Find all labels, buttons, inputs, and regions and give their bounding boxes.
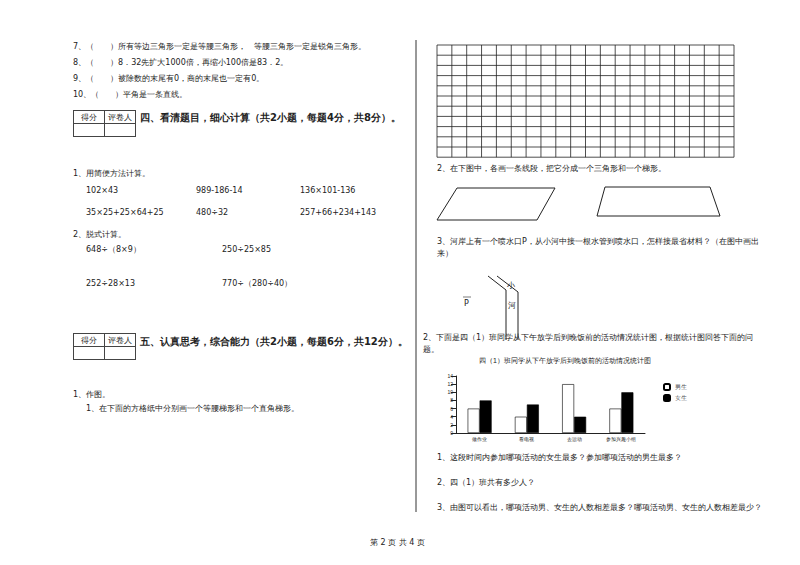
html-text:257+66+234+143: 257+66+234+143 — [300, 208, 377, 217]
svg-text:0: 0 — [450, 430, 453, 436]
html-text:评卷人: 评卷人 — [108, 335, 132, 345]
svg-text:14: 14 — [447, 373, 453, 379]
html-text:35×25+25×64+25: 35×25+25×64+25 — [86, 208, 164, 217]
html-text:648÷（8×9）: 648÷（8×9） — [86, 245, 141, 254]
html-text:480÷32: 480÷32 — [196, 208, 229, 217]
html-text:3、由图可以看出，哪项活动男、女生的人数相差最多？哪项活动男: 3、由图可以看出，哪项活动男、女生的人数相差最多？哪项活动男、女生的人数相差最少… — [437, 503, 763, 512]
html-text:102×43: 102×43 — [86, 186, 119, 195]
html-text:2、下面是四（1）班同学从下午放学后到晚饭前的活动情况统计图: 2、下面是四（1）班同学从下午放学后到晚饭前的活动情况统计图，根据统计图回答下面… — [423, 333, 754, 354]
html-text:1、作图。: 1、作图。 — [73, 390, 111, 399]
html-text:989-186-14: 989-186-14 — [196, 186, 243, 195]
html-text:五、认真思考，综合能力（共2小题，每题6分，共12分）。: 五、认真思考，综合能力（共2小题，每题6分，共12分）。 — [140, 336, 408, 347]
svg-text:8: 8 — [450, 397, 453, 403]
html-text:四、看清题目，细心计算（共2小题，每题4分，共8分）。: 四、看清题目，细心计算（共2小题，每题4分，共8分）。 — [140, 112, 401, 123]
html-text:2、四（1）班共有多少人？: 2、四（1）班共有多少人？ — [437, 478, 536, 487]
html-text:1、用简便方法计算。: 1、用简便方法计算。 — [73, 169, 151, 178]
html-text:252÷28×13: 252÷28×13 — [86, 279, 135, 288]
html-text:7、（ ）所有等边三角形一定是等腰三角形， 等腰三角形一定是: 7、（ ）所有等边三角形一定是等腰三角形， 等腰三角形一定是锐角三角形。 — [73, 42, 367, 51]
svg-text:小: 小 — [507, 281, 515, 290]
html-text:第 2 页 共 4 页: 第 2 页 共 4 页 — [370, 538, 425, 547]
html-text:评卷人: 评卷人 — [108, 112, 132, 122]
html-text:得分: 得分 — [81, 112, 97, 122]
svg-text:6: 6 — [450, 406, 453, 412]
html-text:8、（ ）8．32先扩大1000倍，再缩小100倍是83．2: 8、（ ）8．32先扩大1000倍，再缩小100倍是83．2。 — [73, 58, 289, 67]
svg-text:10: 10 — [447, 389, 453, 395]
html-text:770÷（280÷40）: 770÷（280÷40） — [222, 279, 293, 288]
svg-text:看电视: 看电视 — [519, 436, 534, 442]
html-text:3、河岸上有一个喷水口P，从小河中接一根水管到喷水口，怎样接: 3、河岸上有一个喷水口P，从小河中接一根水管到喷水口，怎样接最省材料？（在图中画… — [437, 237, 759, 258]
html-text:得分: 得分 — [81, 335, 97, 345]
svg-text:P: P — [464, 299, 469, 308]
html-text:1、在下面的方格纸中分别画一个等腰梯形和一个直角梯形。: 1、在下面的方格纸中分别画一个等腰梯形和一个直角梯形。 — [86, 404, 300, 413]
html-text:136×101-136: 136×101-136 — [300, 186, 356, 195]
svg-text:12: 12 — [447, 381, 453, 387]
svg-text:男生: 男生 — [675, 384, 687, 390]
html-text:10、（ ）平角是一条直线。: 10、（ ）平角是一条直线。 — [73, 90, 188, 99]
html-text:2、在下图中，各画一条线段，把它分成一个三角形和一个梯形。: 2、在下图中，各画一条线段，把它分成一个三角形和一个梯形。 — [437, 164, 667, 173]
html-text:2、脱式计算。: 2、脱式计算。 — [73, 230, 127, 239]
html-text:9、（ ）被除数的末尾有0，商的末尾也一定有0。: 9、（ ）被除数的末尾有0，商的末尾也一定有0。 — [73, 74, 265, 83]
svg-text:做作业: 做作业 — [472, 436, 487, 442]
svg-text:2: 2 — [450, 422, 453, 428]
html-text:1、这段时间内参加哪项活动的女生最多？参加哪项活动的男生最多: 1、这段时间内参加哪项活动的女生最多？参加哪项活动的男生最多？ — [437, 453, 683, 462]
svg-text:4: 4 — [450, 414, 453, 420]
svg-text:四（1）班同学从下午放学后到晚饭前的活动情况统计图: 四（1）班同学从下午放学后到晚饭前的活动情况统计图 — [479, 357, 651, 365]
html-text:250÷25×85: 250÷25×85 — [222, 245, 271, 254]
svg-text:参加兴趣小组: 参加兴趣小组 — [606, 436, 636, 442]
svg-text:河: 河 — [508, 301, 516, 310]
svg-text:去运动: 去运动 — [567, 436, 582, 442]
svg-text:女生: 女生 — [675, 395, 687, 401]
